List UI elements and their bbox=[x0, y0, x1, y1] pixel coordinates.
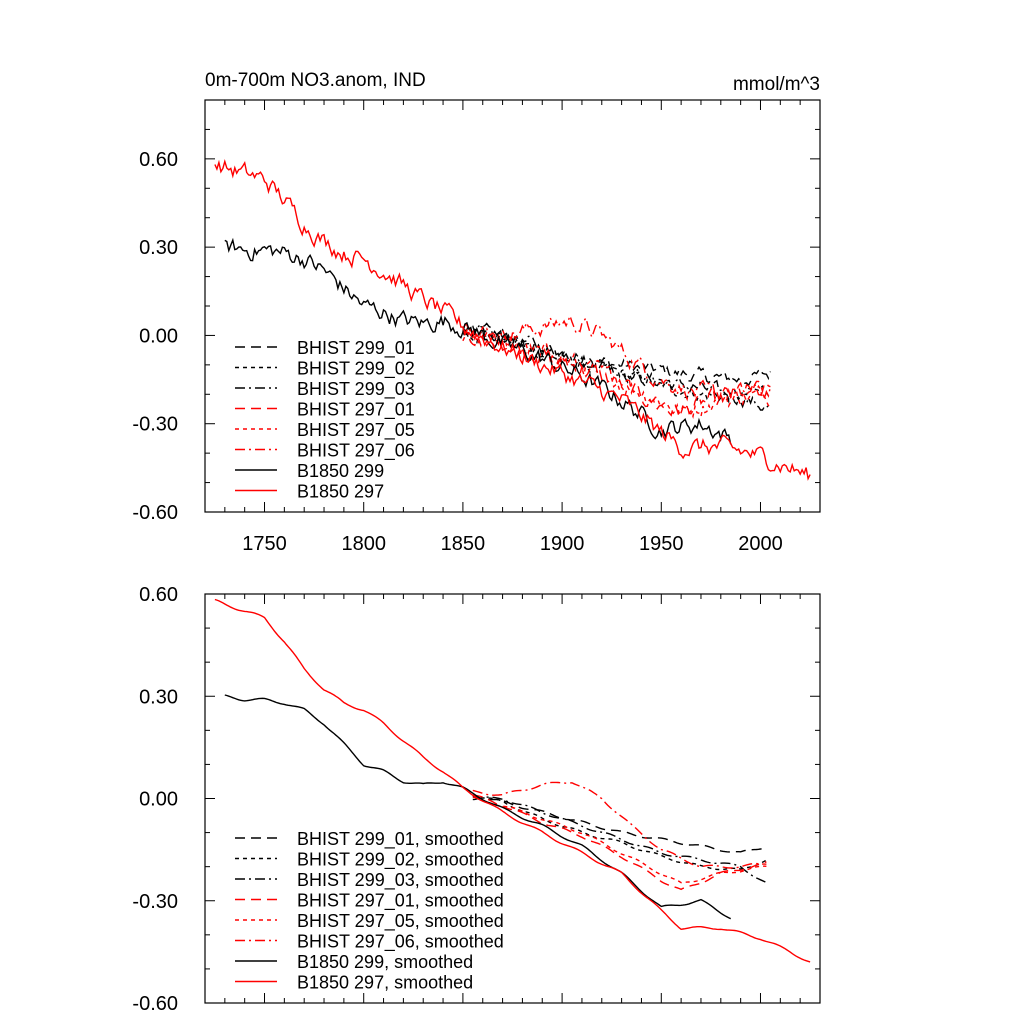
x-tick-label: 1850 bbox=[441, 533, 486, 555]
series-line bbox=[462, 322, 771, 411]
series-group bbox=[214, 159, 811, 481]
y-tick-label: 0.30 bbox=[139, 686, 178, 708]
legend-label: B1850 299, smoothed bbox=[297, 952, 473, 972]
y-tick-label: -0.60 bbox=[132, 502, 178, 524]
bottom-panel: -0.60 -0.30 0.00 0.30 0.60 BHIST 299_01, smoo… bbox=[132, 584, 821, 1015]
series-line bbox=[462, 313, 772, 403]
legend-label: B1850 297 bbox=[297, 482, 384, 502]
series-line bbox=[472, 781, 767, 869]
legend-label: BHIST 297_06 bbox=[297, 441, 415, 462]
y-tick-label: 0.30 bbox=[139, 237, 178, 259]
x-tick-label: 1750 bbox=[242, 533, 287, 555]
series-line bbox=[472, 796, 767, 884]
y-tick-label: 0.60 bbox=[139, 584, 178, 606]
series-line bbox=[472, 796, 767, 884]
y-tick-label: 0.00 bbox=[139, 325, 178, 347]
top-panel: 1750 1800 1850 1900 1950 2000 -0.60 -0.30 0.00 0.… bbox=[132, 70, 821, 555]
x-tick-label: 2000 bbox=[738, 533, 783, 555]
y-tick-label: 0.60 bbox=[139, 149, 178, 171]
y-tick-label: 0.00 bbox=[139, 789, 178, 811]
series-line bbox=[214, 598, 811, 963]
x-tick-label: 1900 bbox=[540, 533, 585, 555]
series-group bbox=[214, 598, 811, 963]
legend-label: BHIST 297_06, smoothed bbox=[297, 932, 504, 953]
series-line bbox=[472, 794, 767, 853]
y-tick-label: -0.30 bbox=[132, 891, 178, 913]
legend-label: BHIST 299_02 bbox=[297, 359, 415, 380]
y-tick-label: -0.60 bbox=[132, 993, 178, 1015]
series-line bbox=[224, 694, 731, 920]
legend-label: BHIST 299_01, smoothed bbox=[297, 829, 504, 850]
legend-label: B1850 297, smoothed bbox=[297, 973, 473, 993]
series-line bbox=[214, 159, 811, 481]
legend-label: BHIST 299_03 bbox=[297, 379, 415, 400]
legend-label: BHIST 299_01 bbox=[297, 338, 415, 359]
legend-label: BHIST 297_05 bbox=[297, 420, 415, 441]
series-line bbox=[462, 323, 772, 387]
legend-label: BHIST 297_01, smoothed bbox=[297, 891, 504, 912]
x-tick-label: 1800 bbox=[341, 533, 386, 555]
y-tick-label: -0.30 bbox=[132, 414, 178, 436]
legend-label: BHIST 299_03, smoothed bbox=[297, 870, 504, 891]
chart-title: 0m-700m NO3.anom, IND bbox=[205, 70, 426, 91]
units-label: mmol/m^3 bbox=[733, 74, 820, 95]
legend-label: B1850 299 bbox=[297, 461, 384, 481]
legend-label: BHIST 297_05, smoothed bbox=[297, 911, 504, 932]
legend-label: BHIST 297_01 bbox=[297, 400, 415, 421]
legend-label: BHIST 299_02, smoothed bbox=[297, 850, 504, 871]
series-line bbox=[472, 794, 767, 891]
x-tick-label: 1950 bbox=[639, 533, 684, 555]
series-line bbox=[472, 795, 767, 871]
